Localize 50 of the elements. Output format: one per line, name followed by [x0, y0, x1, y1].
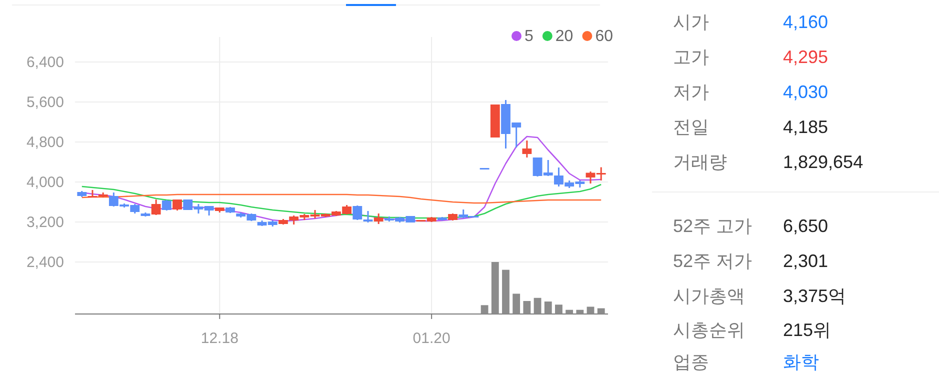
category-label: 시가총액 [673, 286, 745, 306]
text: 4,030 [783, 82, 828, 102]
bar [576, 310, 584, 314]
text: 215위 [783, 320, 832, 340]
candlestick [363, 210, 373, 224]
bar [512, 294, 520, 314]
text: 4,295 [783, 47, 828, 67]
y-tick-label: 2,400 [26, 254, 64, 271]
y-tick-label: 5,600 [26, 94, 64, 111]
legend-label: 20 [555, 28, 574, 45]
y-tick-label: 6,400 [26, 54, 64, 71]
candlestick [172, 198, 182, 212]
bar [586, 306, 594, 314]
text: 2,301 [783, 251, 828, 271]
text: 3,375억 [783, 286, 846, 306]
text: 화학 [783, 352, 819, 372]
category-label: 거래량 [673, 152, 727, 172]
candlestick [374, 212, 384, 225]
bar [523, 301, 531, 314]
category-label: 저가 [673, 82, 709, 102]
bar [544, 302, 552, 314]
candlestick [522, 140, 532, 158]
category-label: 시가 [673, 12, 709, 32]
x-tick-label: 12.18 [200, 330, 238, 347]
bar [597, 308, 605, 314]
category-label: 52주 저가 [673, 251, 752, 271]
y-tick-label: 4,000 [26, 174, 64, 191]
category-label: 업종 [673, 352, 709, 372]
bar [566, 310, 574, 314]
candlestick [151, 198, 161, 216]
candlestick [352, 204, 362, 221]
y-tick-label: 3,200 [26, 214, 64, 231]
bar [534, 298, 542, 314]
bar [502, 270, 510, 314]
category-label: 시총순위 [673, 320, 745, 340]
text: 1,829,654 [783, 152, 864, 172]
legend-label: 60 [595, 28, 614, 45]
y-tick-label: 4,800 [26, 134, 64, 151]
category-label: 고가 [673, 47, 709, 67]
text: 4,160 [783, 12, 828, 32]
bar [480, 305, 488, 314]
category-label: 전일 [673, 117, 709, 137]
text: 6,650 [783, 216, 828, 236]
bar [555, 304, 562, 314]
text: 4,185 [783, 117, 828, 137]
candlestick [162, 199, 172, 212]
category-label: 52주 고가 [673, 216, 752, 236]
x-tick-label: 01.20 [412, 330, 450, 347]
legend-label: 5 [524, 28, 534, 45]
bar [491, 262, 499, 314]
